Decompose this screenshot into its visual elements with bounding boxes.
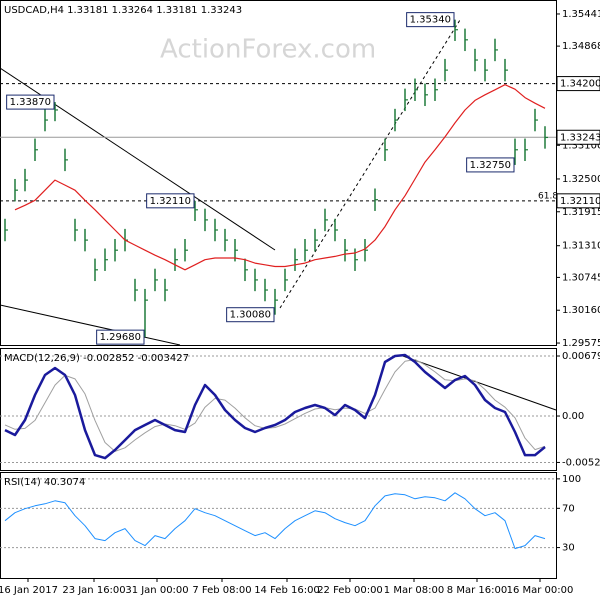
y-tick-label: 1.30745 [562,272,600,283]
series-line [4,492,546,550]
x-tick-label: 31 Jan 00:00 [125,585,188,596]
level-label: 1.33243 [560,132,600,143]
annotation-label: 1.30080 [230,310,271,321]
y-tick-label: 100 [562,474,581,485]
trend-line [399,354,557,411]
panel-frame [0,348,557,471]
series-line [4,353,546,460]
annotation-label: 1.29680 [100,332,141,343]
x-tick-label: 23 Jan 16:00 [62,585,125,596]
watermark: ActionForex.com [160,35,376,65]
series-line [14,84,546,271]
y-tick-label: 30 [562,543,575,554]
x-tick-label: 22 Feb 00:00 [317,585,383,596]
x-tick-label: 8 Mar 16:00 [447,585,507,596]
y-tick-label: 1.34868 [562,41,600,52]
y-tick-label: 1.30160 [562,305,600,316]
x-tick-label: 14 Feb 16:00 [254,585,320,596]
y-tick-label: 70 [562,503,575,514]
panel-frame [0,472,557,579]
y-tick-label: 0.00 [562,411,584,422]
level-box [556,129,600,145]
trend-line [0,304,181,346]
panel-title: RSI(14) 40.3074 [4,477,85,488]
x-tick-label: 1 Mar 08:00 [384,585,444,596]
annotation-box [466,157,515,173]
annotation-label: 1.33870 [10,97,51,108]
annotation-label: 1.35340 [410,15,451,26]
annotation-box [96,329,145,345]
level-box [556,193,600,209]
y-tick-label: 0.006794 [562,351,600,362]
y-tick-label: 1.31915 [562,207,600,218]
y-tick-label: 1.32500 [562,174,600,185]
level-box [556,76,600,92]
y-tick-label: -0.005254 [562,457,600,468]
level-label: 1.34200 [560,79,600,90]
annotation-label: 1.32750 [470,160,511,171]
y-tick-label: 1.31310 [562,241,600,252]
y-tick-label: 1.33100 [562,140,600,151]
y-tick-label: 1.29575 [562,338,600,349]
annotation-box [406,12,455,28]
fib-label: 61.8 [538,192,558,202]
panel-title: MACD(12,26,9) -0.002852 -0.003427 [4,353,189,364]
panel-title: USDCAD,H4 1.33181 1.33264 1.33181 1.3324… [4,5,242,16]
panel-frame [0,0,557,346]
x-tick-label: 16 Mar 00:00 [507,585,574,596]
annotation-box [146,193,195,209]
annotation-box [226,307,275,323]
y-tick-label: 1.35441 [562,9,600,20]
x-tick-label: 7 Feb 08:00 [192,585,251,596]
trend-line [279,19,461,309]
level-label: 1.32110 [560,196,600,207]
series-line [4,359,546,452]
annotation-box [6,94,55,110]
x-tick-label: 16 Jan 2017 [0,585,58,596]
annotation-label: 1.32110 [150,196,191,207]
